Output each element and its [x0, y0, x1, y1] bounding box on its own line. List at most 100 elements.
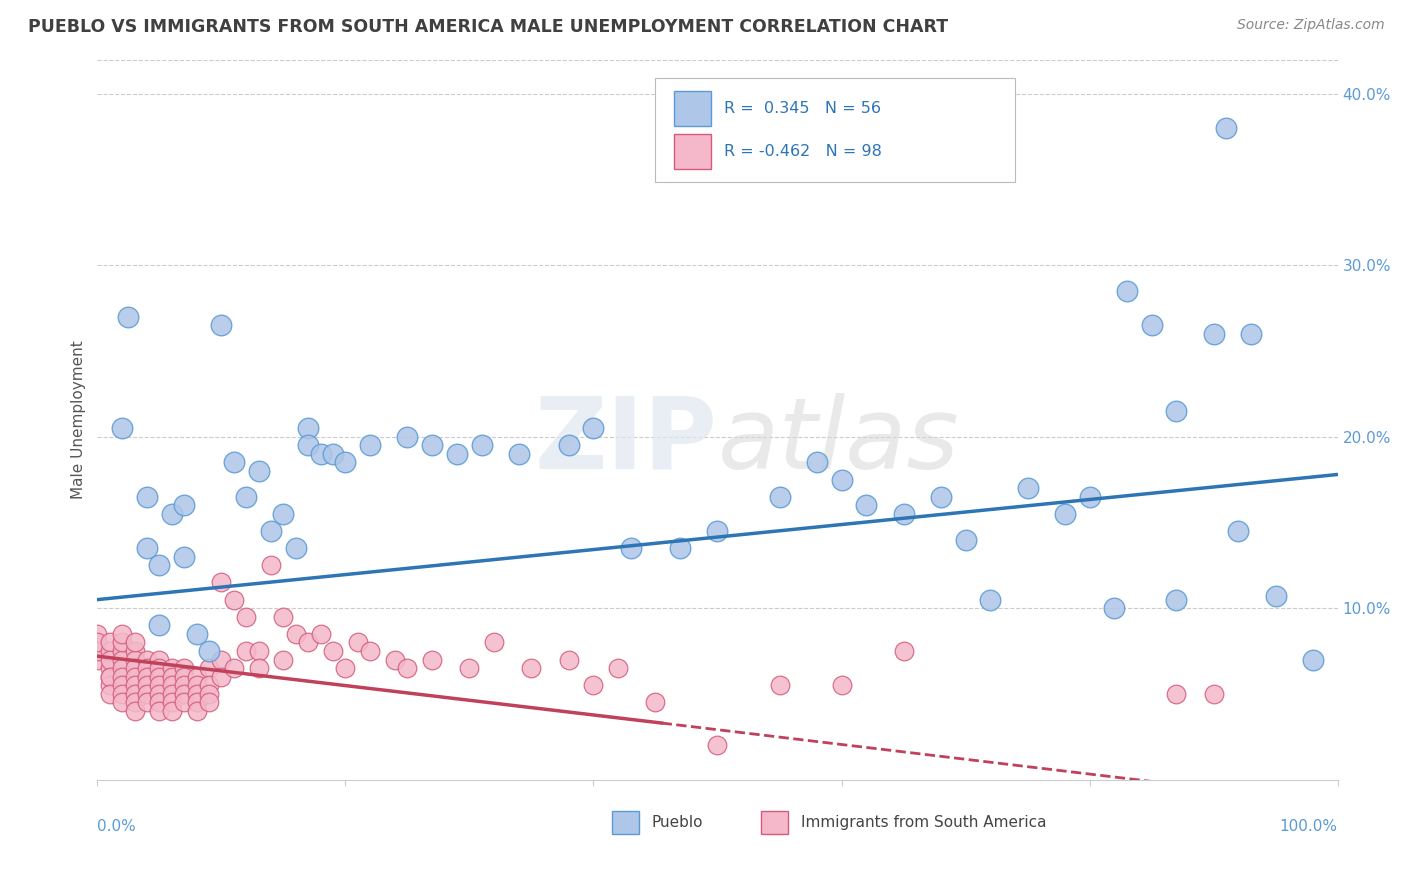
Point [136, 678, 159, 692]
Point [979, 592, 1001, 607]
Point [124, 678, 146, 692]
Point [706, 524, 728, 538]
Point [346, 635, 368, 649]
Point [148, 687, 170, 701]
Point [520, 661, 543, 675]
Point [855, 499, 877, 513]
FancyBboxPatch shape [673, 91, 711, 126]
Point [173, 549, 195, 564]
Point [136, 541, 159, 556]
Point [831, 473, 853, 487]
Point [209, 575, 232, 590]
Point [1166, 687, 1188, 701]
Point [235, 490, 257, 504]
Point [706, 739, 728, 753]
Point [198, 644, 221, 658]
Point [148, 558, 170, 573]
Point [124, 696, 146, 710]
Point [396, 661, 419, 675]
Point [124, 670, 146, 684]
Point [607, 661, 630, 675]
Point [148, 678, 170, 692]
Point [209, 318, 232, 333]
Point [335, 455, 357, 469]
Point [235, 644, 257, 658]
Point [186, 670, 208, 684]
Point [160, 507, 183, 521]
Point [806, 455, 828, 469]
Point [160, 678, 183, 692]
Point [173, 687, 195, 701]
Point [309, 627, 332, 641]
Point [198, 687, 221, 701]
Point [1202, 326, 1225, 341]
Point [284, 541, 307, 556]
Point [893, 644, 915, 658]
Point [124, 704, 146, 718]
Point [98, 644, 121, 658]
Point [1264, 589, 1286, 603]
FancyBboxPatch shape [673, 135, 711, 169]
Point [582, 678, 605, 692]
Point [893, 507, 915, 521]
Point [582, 421, 605, 435]
Point [186, 678, 208, 692]
Text: ZIP: ZIP [534, 392, 717, 490]
Y-axis label: Male Unemployment: Male Unemployment [72, 340, 86, 499]
Point [98, 670, 121, 684]
Point [235, 609, 257, 624]
Point [160, 670, 183, 684]
Text: Immigrants from South America: Immigrants from South America [800, 815, 1046, 830]
Point [1215, 121, 1237, 136]
Point [86, 627, 108, 641]
Point [620, 541, 643, 556]
Point [222, 592, 245, 607]
Point [247, 644, 270, 658]
Point [111, 635, 134, 649]
Point [136, 490, 159, 504]
Point [86, 644, 108, 658]
Point [484, 635, 506, 649]
Point [124, 652, 146, 666]
Point [297, 635, 319, 649]
Point [111, 644, 134, 658]
Point [124, 635, 146, 649]
Point [1053, 507, 1076, 521]
Point [173, 678, 195, 692]
Point [111, 678, 134, 692]
Point [557, 438, 579, 452]
Point [111, 687, 134, 701]
Point [136, 670, 159, 684]
Point [260, 524, 283, 538]
Point [335, 661, 357, 675]
Point [148, 661, 170, 675]
Point [98, 687, 121, 701]
Point [186, 704, 208, 718]
Point [111, 421, 134, 435]
Point [209, 670, 232, 684]
Point [955, 533, 977, 547]
Point [98, 635, 121, 649]
Point [508, 447, 530, 461]
Point [322, 447, 344, 461]
Point [309, 447, 332, 461]
Point [1017, 481, 1039, 495]
Point [186, 627, 208, 641]
Point [420, 438, 443, 452]
Point [86, 652, 108, 666]
Text: R =  0.345   N = 56: R = 0.345 N = 56 [724, 101, 880, 116]
Point [929, 490, 952, 504]
Text: atlas: atlas [717, 392, 959, 490]
Point [359, 644, 381, 658]
Point [148, 670, 170, 684]
Point [420, 652, 443, 666]
FancyBboxPatch shape [612, 812, 640, 834]
Point [148, 704, 170, 718]
Point [1078, 490, 1101, 504]
Point [768, 678, 790, 692]
Point [186, 696, 208, 710]
Point [160, 696, 183, 710]
Point [136, 687, 159, 701]
Point [148, 696, 170, 710]
Point [644, 696, 666, 710]
